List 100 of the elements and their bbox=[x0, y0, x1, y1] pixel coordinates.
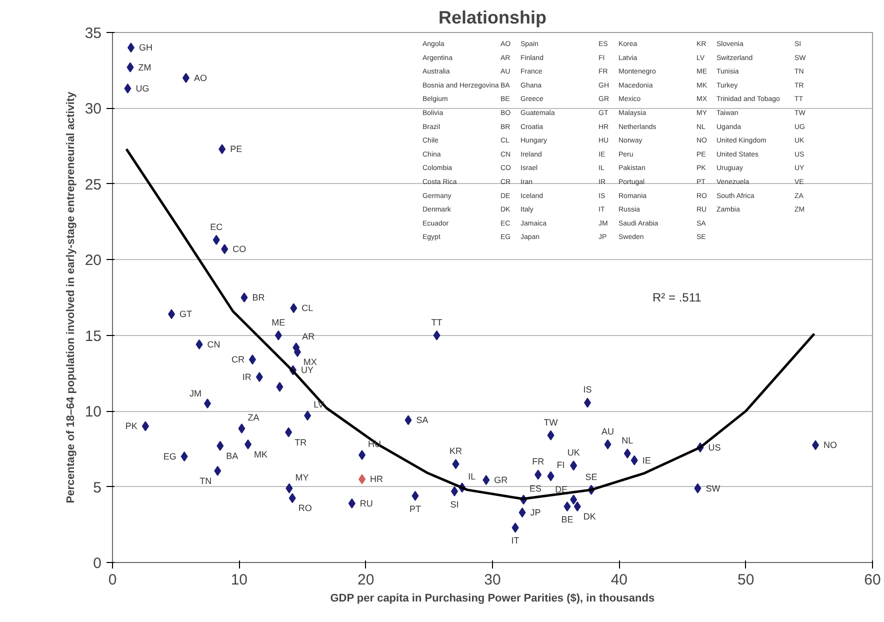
x-tick-label: 0 bbox=[108, 572, 117, 588]
data-label: SE bbox=[585, 472, 598, 482]
point bbox=[248, 354, 256, 365]
y-tick-label: 15 bbox=[84, 328, 102, 345]
point bbox=[204, 398, 211, 408]
point bbox=[512, 522, 519, 533]
x-tick-label: 50 bbox=[737, 572, 754, 588]
point bbox=[196, 339, 203, 350]
y-tick-label: 5 bbox=[93, 479, 102, 496]
data-label: AU bbox=[602, 426, 614, 436]
point bbox=[534, 470, 542, 480]
point bbox=[518, 508, 526, 518]
point bbox=[570, 460, 578, 471]
y-tick-label: 25 bbox=[84, 176, 102, 194]
data-label: BA bbox=[226, 450, 238, 461]
y-tick-label: 35 bbox=[84, 25, 102, 42]
data-label: RO bbox=[298, 503, 312, 514]
point bbox=[358, 450, 366, 460]
data-label: EC bbox=[210, 222, 224, 232]
data-label: TN bbox=[200, 476, 212, 486]
data-label: ME bbox=[272, 317, 286, 328]
data-label: FR bbox=[532, 456, 545, 467]
data-label: UG bbox=[136, 84, 150, 94]
y-axis-title: Percentage of 18–64 population involved in early-stage entrepreneurial activity bbox=[64, 90, 77, 504]
point bbox=[142, 421, 149, 432]
data-label: TW bbox=[544, 417, 558, 428]
data-label: SA bbox=[416, 415, 428, 426]
point bbox=[180, 452, 188, 462]
point bbox=[256, 372, 263, 382]
data-label: ES bbox=[530, 484, 542, 494]
point bbox=[574, 501, 581, 512]
data-label: NL bbox=[622, 435, 634, 446]
point bbox=[452, 459, 460, 470]
y-tick-label: 30 bbox=[84, 100, 102, 118]
point bbox=[358, 474, 366, 484]
data-label: BR bbox=[252, 292, 266, 302]
data-label: CR bbox=[231, 354, 245, 365]
point bbox=[127, 42, 134, 53]
point bbox=[238, 423, 246, 434]
data-label: NO bbox=[824, 440, 837, 450]
point bbox=[276, 382, 284, 392]
point bbox=[240, 292, 248, 302]
point bbox=[290, 303, 298, 314]
point bbox=[304, 410, 312, 421]
data-label: UY bbox=[301, 365, 314, 376]
data-label: PT bbox=[409, 504, 422, 514]
point bbox=[294, 347, 301, 358]
data-label: RU bbox=[360, 498, 373, 508]
data-label: GH bbox=[138, 42, 152, 53]
point bbox=[285, 427, 292, 438]
data-label: MY bbox=[295, 472, 309, 482]
data-label: BE bbox=[561, 514, 574, 524]
data-label: MK bbox=[254, 449, 268, 460]
point bbox=[482, 474, 490, 485]
data-label: KR bbox=[450, 446, 463, 456]
point bbox=[547, 471, 554, 482]
point bbox=[182, 72, 190, 83]
data-label: EG bbox=[163, 452, 176, 462]
point bbox=[288, 493, 296, 504]
data-label: FI bbox=[556, 460, 565, 470]
data-label: SI bbox=[450, 499, 459, 510]
x-axis-title: GDP per capita in Purchasing Power Parities ($), in thousands bbox=[330, 592, 655, 604]
point bbox=[694, 483, 702, 494]
data-label: TR bbox=[294, 437, 308, 448]
point bbox=[214, 466, 222, 476]
point bbox=[286, 483, 293, 494]
data-label: JP bbox=[530, 508, 541, 518]
data-label: DK bbox=[583, 511, 596, 522]
data-label: SW bbox=[706, 483, 721, 494]
annotation: R² = .511 bbox=[652, 290, 702, 304]
data-label: UK bbox=[567, 448, 580, 458]
point bbox=[404, 415, 412, 426]
point bbox=[630, 455, 638, 466]
point bbox=[168, 309, 176, 320]
point bbox=[212, 234, 220, 245]
point bbox=[221, 244, 228, 254]
data-label: ZA bbox=[248, 412, 260, 422]
data-label: AR bbox=[302, 331, 316, 342]
chart-title: Relationship bbox=[438, 8, 547, 28]
point bbox=[412, 490, 419, 501]
data-label: PE bbox=[230, 144, 242, 154]
data-label: IR bbox=[242, 372, 252, 382]
data-label: IL bbox=[468, 472, 476, 482]
x-tick-label: 10 bbox=[230, 572, 248, 588]
y-tick-label: 0 bbox=[93, 555, 102, 572]
data-label: CO bbox=[232, 244, 246, 254]
point bbox=[570, 494, 578, 505]
data-label: AO bbox=[194, 72, 207, 83]
point bbox=[218, 144, 226, 154]
data-label: US bbox=[708, 442, 721, 452]
point bbox=[124, 84, 132, 94]
point bbox=[216, 440, 224, 451]
data-label: CL bbox=[302, 303, 314, 314]
x-tick-label: 60 bbox=[864, 572, 881, 588]
data-label: GR bbox=[494, 474, 508, 485]
data-label: JM bbox=[190, 388, 202, 398]
x-tick-label: 30 bbox=[484, 572, 501, 588]
data-label: MX bbox=[303, 357, 317, 368]
data-label: ZM bbox=[138, 62, 152, 72]
data-label: HR bbox=[370, 474, 384, 484]
